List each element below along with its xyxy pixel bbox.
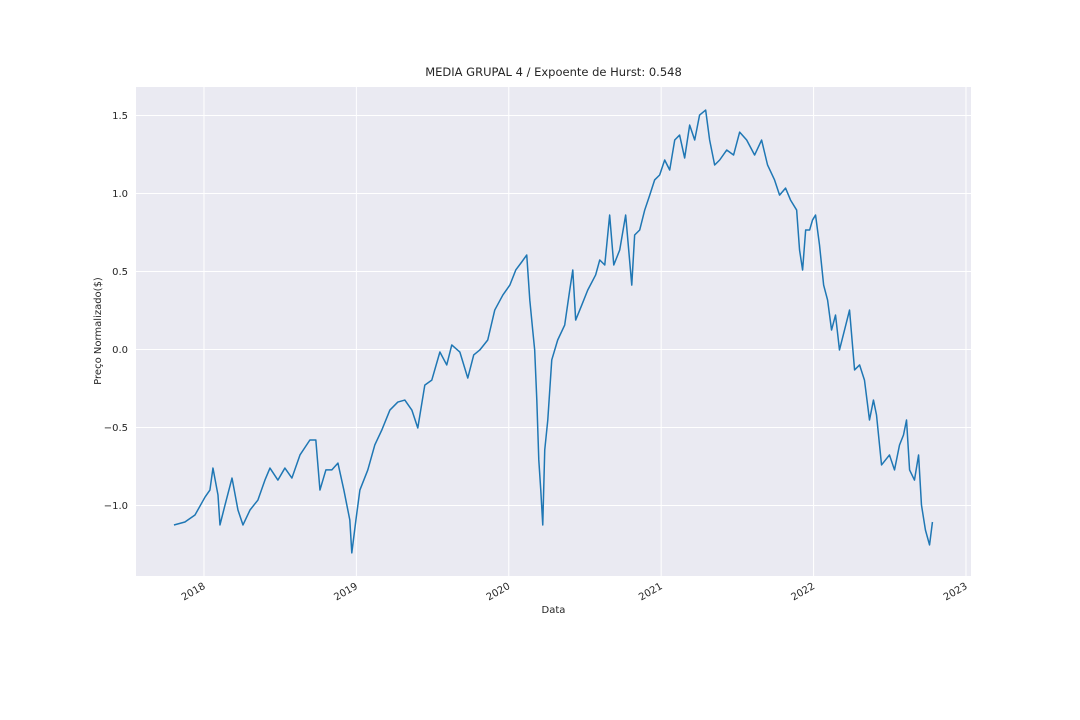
x-tick-label: 2020 xyxy=(485,581,513,603)
x-tick-label: 2019 xyxy=(332,581,360,603)
plot-area xyxy=(136,87,971,576)
marks xyxy=(173,109,934,554)
x-tick-label: 2023 xyxy=(942,581,970,603)
line-series xyxy=(173,109,934,554)
y-tick-label: 1.5 xyxy=(112,111,128,122)
x-axis-label: Data xyxy=(542,605,566,616)
chart-title: MEDIA GRUPAL 4 / Expoente de Hurst: 0.54… xyxy=(425,65,682,79)
x-tick-label: 2022 xyxy=(790,581,818,603)
y-tick-label: −1.0 xyxy=(104,501,128,512)
y-tick-label: 1.0 xyxy=(112,189,128,200)
y-axis-label: Preço Normalizado($) xyxy=(93,277,104,385)
y-tick-label: −0.5 xyxy=(104,423,128,434)
y-tick-label: 0.0 xyxy=(112,345,128,356)
x-tick-label: 2021 xyxy=(637,581,665,603)
grid xyxy=(136,87,971,576)
x-tick-label: 2018 xyxy=(180,581,208,603)
y-tick-label: 0.5 xyxy=(112,267,128,278)
